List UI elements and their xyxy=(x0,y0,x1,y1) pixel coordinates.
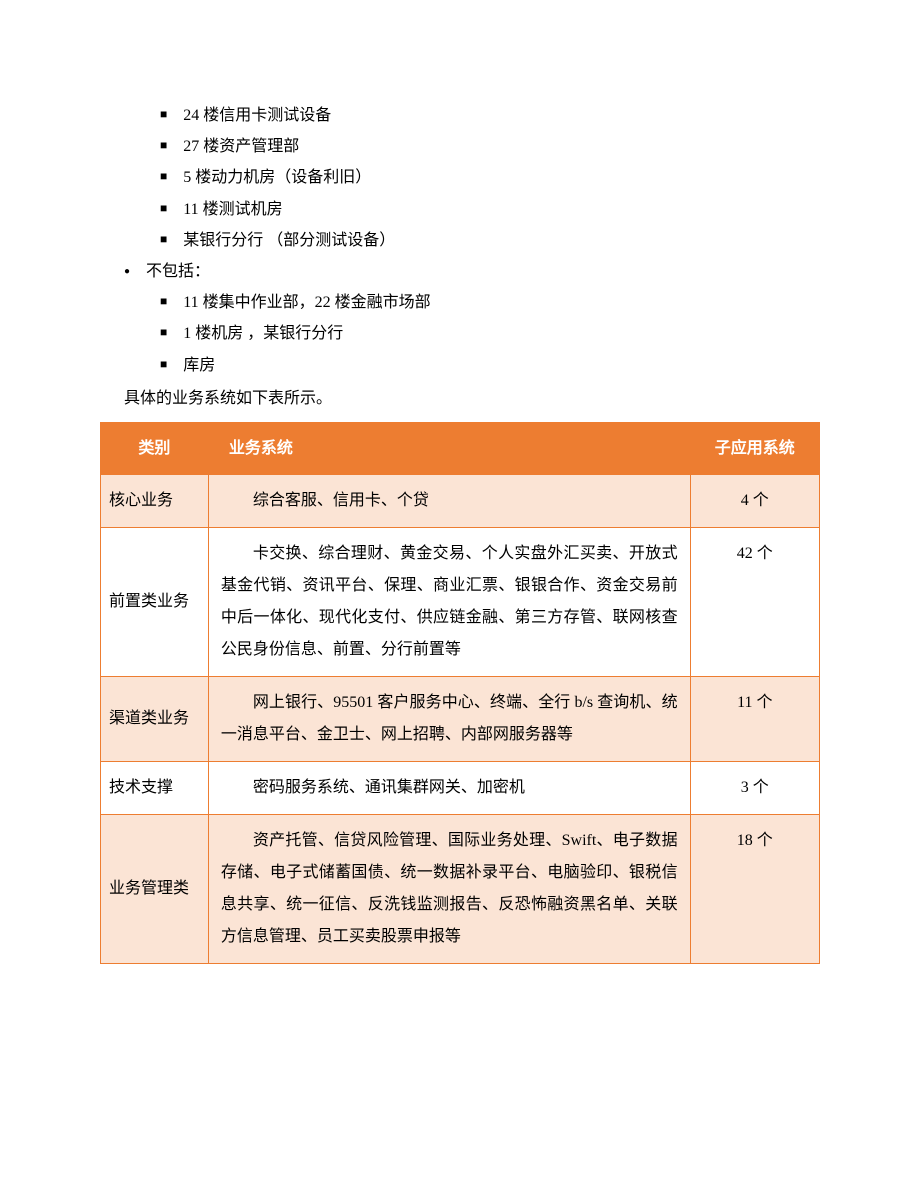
list-item-text: 11 楼集中作业部，22 楼金融市场部 xyxy=(183,287,430,318)
square-bullet-icon: ■ xyxy=(160,134,167,157)
list-item-text: 11 楼测试机房 xyxy=(183,194,282,225)
excluded-list: ■ 11 楼集中作业部，22 楼金融市场部 ■ 1 楼机房 ，某银行分行 ■ 库… xyxy=(100,287,820,381)
list-item-text: 5 楼动力机房（设备利旧） xyxy=(183,162,371,193)
table-header-count: 子应用系统 xyxy=(690,422,819,474)
list-item: ■ 5 楼动力机房（设备利旧） xyxy=(160,162,820,193)
list-item-text: 27 楼资产管理部 xyxy=(183,131,299,162)
list-item: ■ 24 楼信用卡测试设备 xyxy=(160,100,820,131)
table-cell-system: 卡交换、综合理财、黄金交易、个人实盘外汇买卖、开放式基金代销、资讯平台、保理、商… xyxy=(208,528,690,677)
table-header-system: 业务系统 xyxy=(208,422,690,474)
included-list-part1: ■ 24 楼信用卡测试设备 ■ 27 楼资产管理部 ■ 5 楼动力机房（设备利旧… xyxy=(100,100,820,256)
square-bullet-icon: ■ xyxy=(160,197,167,220)
square-bullet-icon: ■ xyxy=(160,290,167,313)
table-cell-count: 4 个 xyxy=(690,475,819,528)
table-row: 前置类业务 卡交换、综合理财、黄金交易、个人实盘外汇买卖、开放式基金代销、资讯平… xyxy=(101,528,820,677)
circle-bullet-icon: ● xyxy=(124,262,130,282)
square-bullet-icon: ■ xyxy=(160,103,167,126)
table-cell-count: 18 个 xyxy=(690,815,819,964)
table-cell-count: 42 个 xyxy=(690,528,819,677)
table-cell-category: 核心业务 xyxy=(101,475,209,528)
square-bullet-icon: ■ xyxy=(160,353,167,376)
square-bullet-icon: ■ xyxy=(160,321,167,344)
list-item: ■ 库房 xyxy=(160,350,820,381)
table-row: 核心业务 综合客服、信用卡、个贷 4 个 xyxy=(101,475,820,528)
square-bullet-icon: ■ xyxy=(160,165,167,188)
table-cell-category: 业务管理类 xyxy=(101,815,209,964)
square-bullet-icon: ■ xyxy=(160,228,167,251)
list-item: ■ 11 楼测试机房 xyxy=(160,194,820,225)
table-row: 业务管理类 资产托管、信贷风险管理、国际业务处理、Swift、电子数据存储、电子… xyxy=(101,815,820,964)
excluded-header-list: ● 不包括： xyxy=(100,256,820,287)
business-systems-table-container: 类别 业务系统 子应用系统 核心业务 综合客服、信用卡、个贷 4 个 前置类业务… xyxy=(100,422,820,964)
list-item: ■ 某银行分行 （部分测试设备） xyxy=(160,225,820,256)
list-item-text: 库房 xyxy=(183,350,215,381)
table-cell-category: 渠道类业务 xyxy=(101,677,209,762)
list-item: ■ 1 楼机房 ，某银行分行 xyxy=(160,318,820,349)
table-cell-system: 资产托管、信贷风险管理、国际业务处理、Swift、电子数据存储、电子式储蓄国债、… xyxy=(208,815,690,964)
list-item: ■ 27 楼资产管理部 xyxy=(160,131,820,162)
list-item: ● 不包括： xyxy=(124,256,820,287)
table-cell-count: 11 个 xyxy=(690,677,819,762)
list-item-text: 1 楼机房 ，某银行分行 xyxy=(183,318,343,349)
table-row: 渠道类业务 网上银行、95501 客户服务中心、终端、全行 b/s 查询机、统一… xyxy=(101,677,820,762)
table-cell-system: 密码服务系统、通讯集群网关、加密机 xyxy=(208,762,690,815)
table-cell-category: 技术支撑 xyxy=(101,762,209,815)
table-cell-count: 3 个 xyxy=(690,762,819,815)
table-header-category: 类别 xyxy=(101,422,209,474)
table-row: 技术支撑 密码服务系统、通讯集群网关、加密机 3 个 xyxy=(101,762,820,815)
table-header-row: 类别 业务系统 子应用系统 xyxy=(101,422,820,474)
table-intro-text: 具体的业务系统如下表所示。 xyxy=(100,383,820,414)
list-item-text: 某银行分行 （部分测试设备） xyxy=(183,225,395,256)
list-item-text: 24 楼信用卡测试设备 xyxy=(183,100,331,131)
list-item: ■ 11 楼集中作业部，22 楼金融市场部 xyxy=(160,287,820,318)
table-cell-system: 网上银行、95501 客户服务中心、终端、全行 b/s 查询机、统一消息平台、金… xyxy=(208,677,690,762)
table-cell-system: 综合客服、信用卡、个贷 xyxy=(208,475,690,528)
business-systems-table: 类别 业务系统 子应用系统 核心业务 综合客服、信用卡、个贷 4 个 前置类业务… xyxy=(100,422,820,964)
list-item-text: 不包括： xyxy=(146,256,210,287)
table-cell-category: 前置类业务 xyxy=(101,528,209,677)
document-body: ■ 24 楼信用卡测试设备 ■ 27 楼资产管理部 ■ 5 楼动力机房（设备利旧… xyxy=(100,100,820,964)
